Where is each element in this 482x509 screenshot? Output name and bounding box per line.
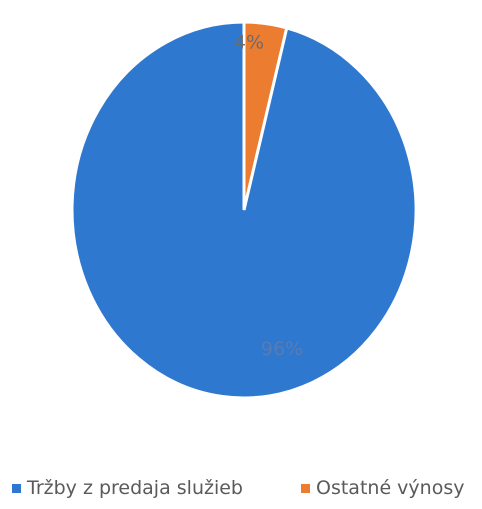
legend-label-trzby: Tržby z predaja služieb	[27, 477, 243, 499]
data-label-ostatne: 4%	[234, 31, 264, 53]
pie-chart: 4% 96%	[70, 20, 418, 400]
legend-item-trzby: Tržby z predaja služieb	[12, 477, 243, 499]
slice-trzby	[70, 20, 418, 400]
legend-item-ostatne: Ostatné výnosy	[301, 477, 464, 499]
data-label-trzby: 96%	[261, 338, 303, 360]
legend-label-ostatne: Ostatné výnosy	[316, 477, 465, 499]
legend-swatch-trzby	[12, 483, 21, 493]
chart-legend: Tržby z predaja služieb Ostatné výnosy	[0, 477, 482, 505]
legend-swatch-ostatne	[301, 483, 310, 493]
pie-data-labels: 4% 96%	[234, 31, 303, 360]
pie-slices	[70, 20, 418, 400]
